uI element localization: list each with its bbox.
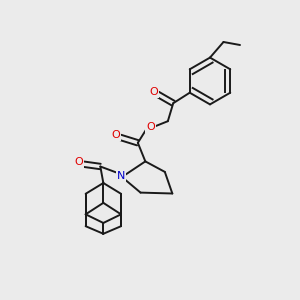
- Text: O: O: [146, 122, 155, 132]
- Text: O: O: [74, 157, 83, 167]
- Text: O: O: [112, 130, 121, 140]
- Text: O: O: [149, 87, 158, 97]
- Text: N: N: [117, 171, 125, 182]
